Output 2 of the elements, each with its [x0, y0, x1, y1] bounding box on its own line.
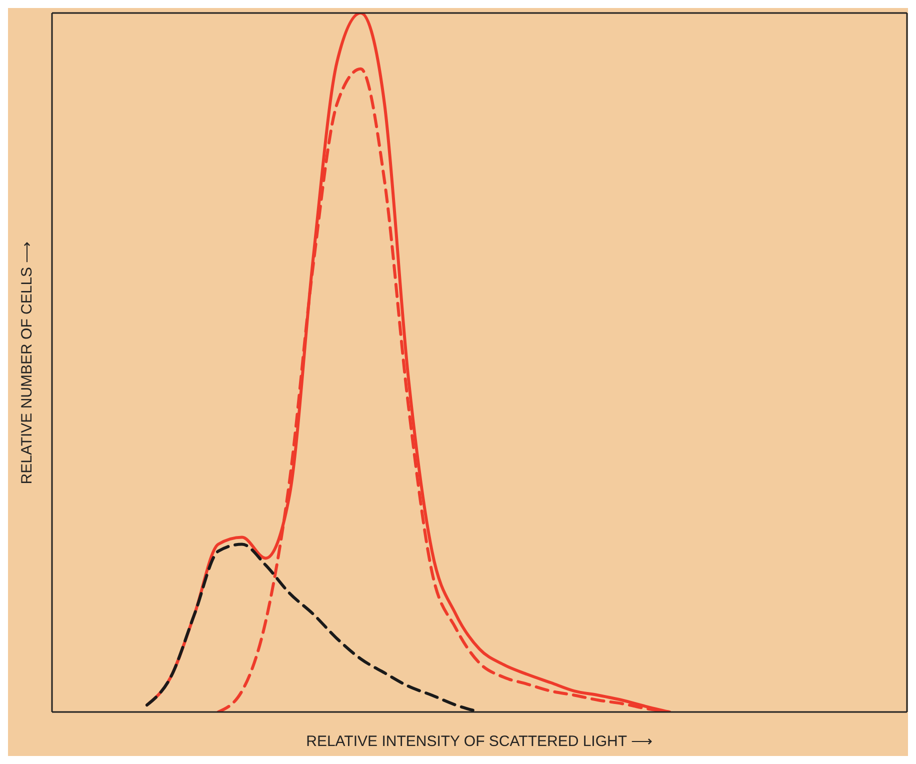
y-axis-title: RELATIVE NUMBER OF CELLS ⟶ — [18, 240, 36, 484]
x-axis-title: RELATIVE INTENSITY OF SCATTERED LIGHT ⟶ — [306, 733, 653, 750]
